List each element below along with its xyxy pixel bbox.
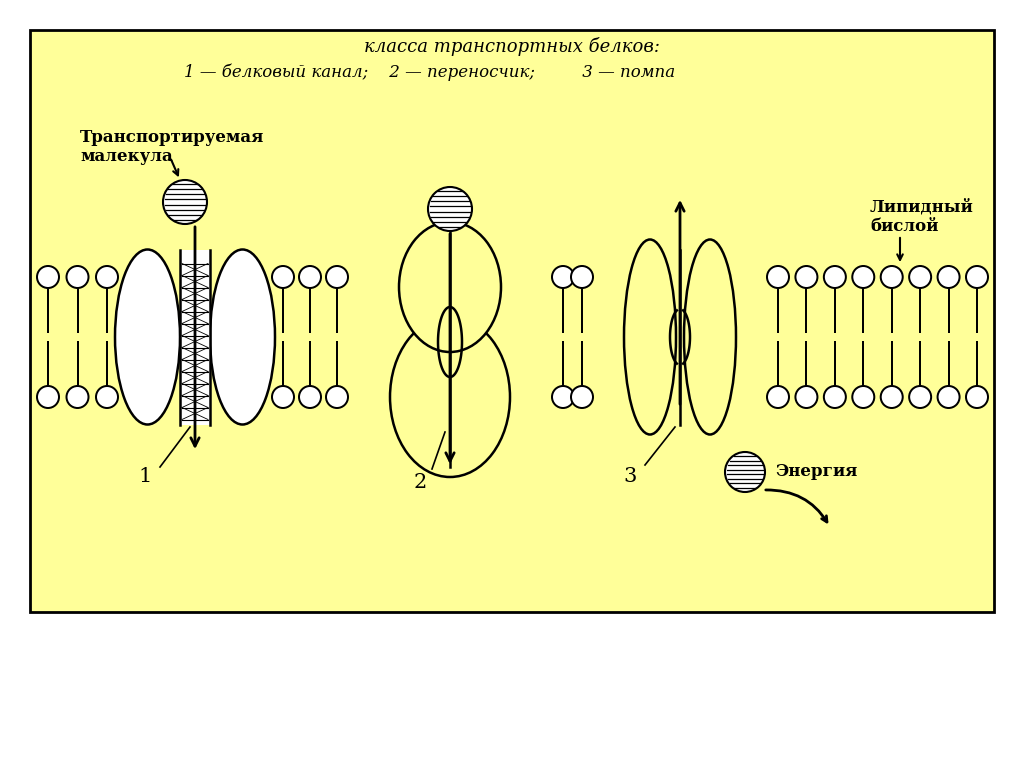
Text: 1 — белковый канал;    2 — переносчик;         3 — помпа: 1 — белковый канал; 2 — переносчик; 3 — … [184, 63, 676, 81]
Circle shape [37, 386, 59, 408]
Circle shape [725, 452, 765, 492]
Circle shape [96, 386, 118, 408]
Circle shape [571, 266, 593, 288]
Circle shape [428, 187, 472, 231]
Circle shape [909, 386, 931, 408]
Circle shape [938, 266, 959, 288]
Circle shape [67, 266, 88, 288]
Ellipse shape [115, 249, 180, 424]
Circle shape [299, 386, 321, 408]
Text: 3: 3 [624, 468, 637, 486]
Circle shape [163, 180, 207, 224]
Circle shape [796, 386, 817, 408]
Text: Энергия: Энергия [775, 463, 857, 480]
Circle shape [552, 386, 574, 408]
Circle shape [272, 386, 294, 408]
Circle shape [326, 386, 348, 408]
Ellipse shape [624, 239, 676, 434]
Circle shape [824, 386, 846, 408]
Circle shape [326, 266, 348, 288]
Circle shape [67, 386, 88, 408]
Bar [180, 249, 210, 424]
Ellipse shape [399, 222, 501, 352]
Text: Липидный
бислой: Липидный бислой [870, 199, 974, 235]
Circle shape [272, 266, 294, 288]
Text: Транспортируемая
малекула: Транспортируемая малекула [80, 129, 264, 166]
Circle shape [824, 266, 846, 288]
Ellipse shape [684, 239, 736, 434]
Circle shape [299, 266, 321, 288]
Circle shape [37, 266, 59, 288]
Circle shape [552, 266, 574, 288]
Ellipse shape [210, 249, 275, 424]
Circle shape [881, 386, 903, 408]
Circle shape [966, 266, 988, 288]
Circle shape [909, 266, 931, 288]
Circle shape [852, 386, 874, 408]
Circle shape [881, 266, 903, 288]
Circle shape [938, 386, 959, 408]
Bar [30, 30, 994, 612]
Circle shape [571, 386, 593, 408]
Text: 2: 2 [414, 472, 427, 492]
Circle shape [767, 266, 790, 288]
Text: 1: 1 [138, 468, 152, 486]
Circle shape [96, 266, 118, 288]
Circle shape [796, 266, 817, 288]
Circle shape [767, 386, 790, 408]
Text: класса транспортных белков:: класса транспортных белков: [364, 38, 660, 57]
Circle shape [852, 266, 874, 288]
Ellipse shape [390, 317, 510, 477]
Circle shape [966, 386, 988, 408]
